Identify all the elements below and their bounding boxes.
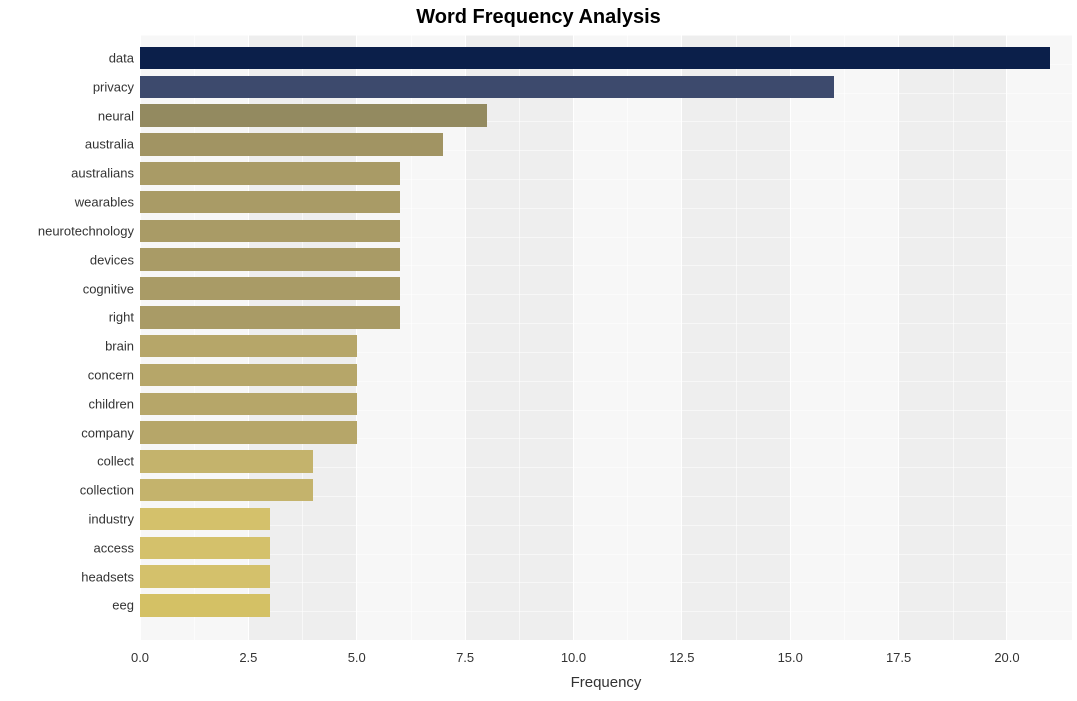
y-tick-label: cognitive	[83, 281, 134, 296]
y-tick-label: australia	[85, 137, 134, 152]
y-tick-label: children	[88, 396, 134, 411]
y-tick-label: wearables	[75, 195, 134, 210]
x-tick-label: 5.0	[348, 650, 366, 665]
plot-area	[140, 35, 1072, 640]
bar-rect	[140, 364, 357, 386]
y-tick-label: collect	[97, 454, 134, 469]
y-tick-label: brain	[105, 339, 134, 354]
y-tick-label: privacy	[93, 79, 134, 94]
bar-rect	[140, 335, 357, 357]
chart-container: Word Frequency Analysis data privacy neura…	[0, 0, 1077, 701]
bars-layer	[140, 35, 1072, 640]
bar-rect	[140, 306, 400, 328]
y-tick-label: collection	[80, 483, 134, 498]
bar-rect	[140, 248, 400, 270]
x-tick-label: 10.0	[561, 650, 586, 665]
bar-rect	[140, 220, 400, 242]
y-tick-label: neurotechnology	[38, 223, 134, 238]
bar-rect	[140, 76, 834, 98]
y-tick-label: company	[81, 425, 134, 440]
bar-rect	[140, 421, 357, 443]
y-tick-label: concern	[88, 367, 134, 382]
y-tick-label: headsets	[81, 569, 134, 584]
bar-rect	[140, 393, 357, 415]
bar-rect	[140, 565, 270, 587]
y-axis-labels: data privacy neural australia australians wea…	[0, 35, 140, 640]
y-tick-label: right	[109, 310, 134, 325]
x-tick-label: 15.0	[778, 650, 803, 665]
bar-rect	[140, 594, 270, 616]
bar-rect	[140, 450, 313, 472]
x-tick-label: 20.0	[994, 650, 1019, 665]
bar-rect	[140, 133, 443, 155]
x-tick-label: 7.5	[456, 650, 474, 665]
bar-rect	[140, 508, 270, 530]
chart-title: Word Frequency Analysis	[0, 6, 1077, 29]
x-axis-title: Frequency	[140, 674, 1072, 691]
y-tick-label: eeg	[112, 598, 134, 613]
x-tick-label: 2.5	[239, 650, 257, 665]
x-tick-label: 12.5	[669, 650, 694, 665]
bar-rect	[140, 104, 487, 126]
bar-rect	[140, 47, 1050, 69]
y-tick-label: devices	[90, 252, 134, 267]
bar-rect	[140, 537, 270, 559]
y-tick-label: access	[94, 540, 134, 555]
x-tick-label: 17.5	[886, 650, 911, 665]
y-tick-label: neural	[98, 108, 134, 123]
bar-rect	[140, 479, 313, 501]
y-tick-label: industry	[88, 512, 134, 527]
y-tick-label: australians	[71, 166, 134, 181]
bar-rect	[140, 191, 400, 213]
x-tick-label: 0.0	[131, 650, 149, 665]
bar-rect	[140, 162, 400, 184]
y-tick-label: data	[109, 51, 134, 66]
bar-rect	[140, 277, 400, 299]
